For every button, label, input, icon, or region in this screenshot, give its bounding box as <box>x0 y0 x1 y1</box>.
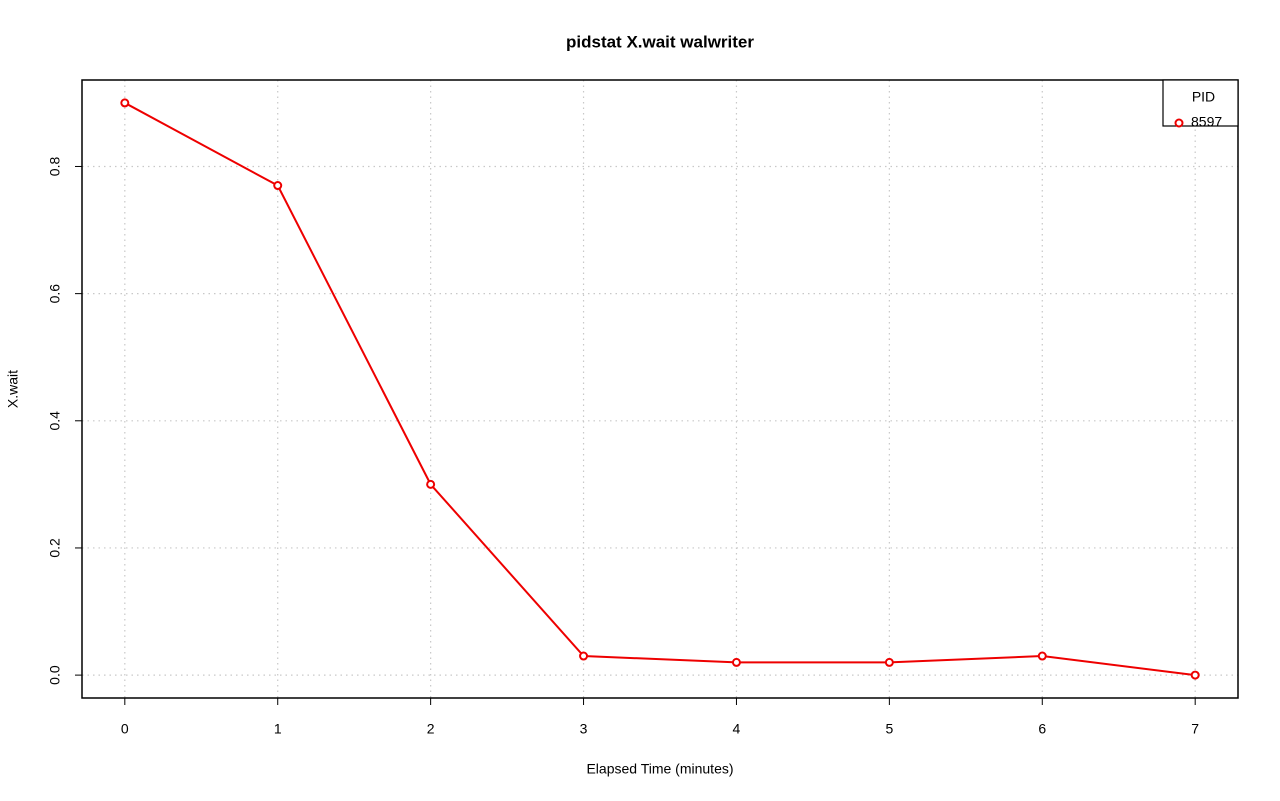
x-tick-label: 7 <box>1191 721 1199 737</box>
legend-label: 8597 <box>1191 114 1222 130</box>
x-axis-label: Elapsed Time (minutes) <box>586 761 733 777</box>
y-tick-label: 0.8 <box>47 157 63 177</box>
y-tick-label: 0.2 <box>47 538 63 558</box>
data-point <box>426 479 436 489</box>
x-tick-label: 2 <box>427 721 435 737</box>
x-tick-label: 5 <box>885 721 893 737</box>
y-tick-label: 0.4 <box>47 411 63 431</box>
data-point <box>731 657 741 667</box>
data-point <box>273 181 283 191</box>
series-line <box>124 102 1196 677</box>
data-point <box>120 98 130 108</box>
y-axis-label: X.wait <box>5 370 21 408</box>
y-tick-label: 0.0 <box>47 665 63 685</box>
legend-marker <box>1174 118 1184 128</box>
plot-frame <box>81 79 1239 699</box>
x-tick-label: 1 <box>274 721 282 737</box>
x-tick-label: 0 <box>121 721 129 737</box>
legend-box <box>1162 79 1239 127</box>
data-point <box>1190 670 1200 680</box>
data-point <box>1037 651 1047 661</box>
data-point <box>579 651 589 661</box>
y-tick-label: 0.6 <box>47 284 63 304</box>
x-tick-label: 3 <box>580 721 588 737</box>
x-tick-label: 4 <box>733 721 741 737</box>
data-point <box>884 657 894 667</box>
x-tick-label: 6 <box>1038 721 1046 737</box>
chart-title: pidstat X.wait walwriter <box>566 32 754 51</box>
legend-title: PID <box>1192 89 1215 105</box>
